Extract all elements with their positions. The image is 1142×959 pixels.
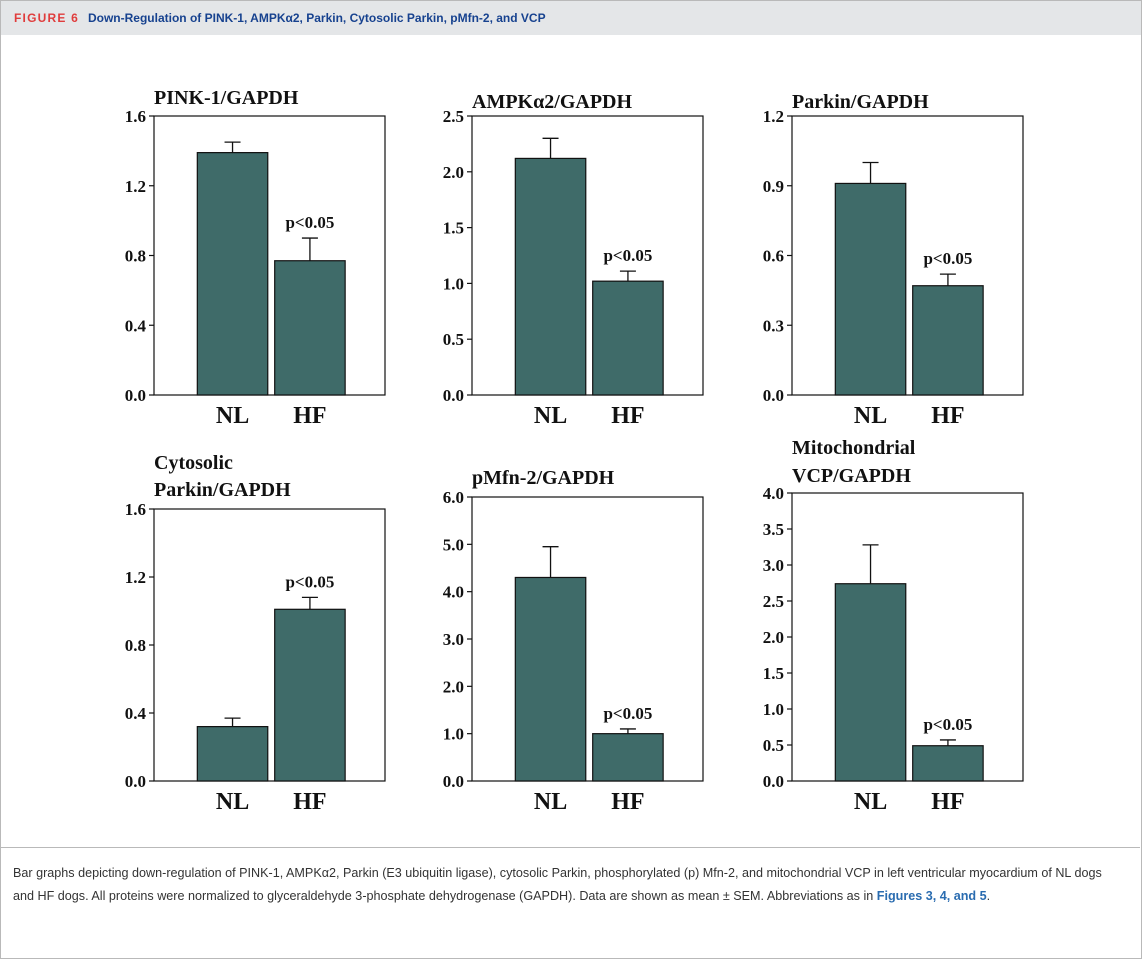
y-tick-label: 0.0: [443, 772, 464, 791]
y-tick-label: 0.5: [443, 330, 464, 349]
x-category-label: HF: [611, 403, 644, 429]
y-tick-label: 6.0: [443, 488, 464, 507]
significance-label: p<0.05: [285, 572, 334, 591]
x-category-label: NL: [534, 403, 567, 429]
significance-label: p<0.05: [285, 213, 334, 232]
x-category-label: NL: [216, 403, 249, 429]
figure-label: FIGURE 6: [14, 11, 79, 25]
caption-divider: [0, 847, 1140, 848]
bar-nl: [514, 576, 587, 782]
bar-hf: [912, 745, 984, 782]
y-tick-label: 0.0: [763, 386, 784, 405]
x-category-label: HF: [293, 403, 326, 429]
x-category-label: HF: [611, 789, 644, 815]
bar-nl: [196, 725, 269, 782]
y-tick-label: 3.5: [763, 520, 784, 539]
y-tick-label: 4.0: [763, 484, 784, 503]
chart-title: PINK-1/GAPDH: [154, 87, 299, 109]
bar-nl: [196, 152, 269, 396]
bar-hf: [274, 608, 346, 782]
y-tick-label: 1.5: [763, 664, 784, 683]
x-category-label: NL: [854, 403, 887, 429]
significance-label: p<0.05: [603, 704, 652, 723]
y-tick-label: 0.4: [125, 316, 147, 335]
y-tick-label: 1.2: [125, 568, 146, 587]
y-tick-label: 0.8: [125, 247, 146, 266]
y-tick-label: 1.6: [125, 107, 146, 126]
y-tick-label: 0.0: [443, 386, 464, 405]
y-tick-label: 0.3: [763, 316, 784, 335]
chart-title: Mitochondrial: [792, 437, 916, 459]
chart-title: AMPKα2/GAPDH: [472, 91, 632, 113]
significance-label: p<0.05: [923, 715, 972, 734]
y-tick-label: 0.8: [125, 636, 146, 655]
y-tick-label: 1.0: [763, 700, 784, 719]
chart-title: pMfn-2/GAPDH: [472, 467, 615, 489]
significance-label: p<0.05: [923, 249, 972, 268]
y-tick-label: 2.5: [763, 592, 784, 611]
y-tick-label: 1.0: [443, 725, 464, 744]
bar-hf: [592, 733, 664, 782]
chart-title: VCP/GAPDH: [792, 465, 911, 487]
x-category-label: NL: [216, 789, 249, 815]
chart-1-frame: [153, 115, 386, 396]
y-tick-label: 3.0: [763, 556, 784, 575]
chart-5-frame: [471, 496, 704, 782]
bar-nl: [514, 157, 587, 396]
bar-nl: [834, 182, 907, 396]
y-tick-label: 1.5: [443, 219, 464, 238]
y-tick-label: 0.0: [763, 772, 784, 791]
y-tick-label: 0.4: [125, 704, 147, 723]
y-tick-label: 0.5: [763, 736, 784, 755]
x-category-label: HF: [931, 789, 964, 815]
x-category-label: HF: [931, 403, 964, 429]
chart-4-frame: [153, 508, 386, 782]
figure-header: FIGURE 6 Down-Regulation of PINK-1, AMPK…: [1, 1, 1141, 35]
y-tick-label: 5.0: [443, 535, 464, 554]
caption-end: .: [986, 889, 991, 903]
y-tick-label: 2.0: [443, 163, 464, 182]
y-tick-label: 1.0: [443, 274, 464, 293]
y-tick-label: 2.5: [443, 107, 464, 126]
y-tick-label: 0.6: [763, 247, 784, 266]
y-tick-label: 4.0: [443, 583, 464, 602]
chart-6-frame: [791, 492, 1024, 782]
figure-caption: Bar graphs depicting down-regulation of …: [13, 862, 1123, 908]
chart-2-frame: [471, 115, 704, 396]
caption-text: Bar graphs depicting down-regulation of …: [13, 866, 1102, 903]
y-tick-label: 1.2: [125, 177, 146, 196]
y-tick-label: 0.0: [125, 772, 146, 791]
bar-hf: [912, 285, 984, 396]
y-tick-label: 1.2: [763, 107, 784, 126]
chart-title: Parkin/GAPDH: [154, 479, 291, 501]
x-category-label: NL: [854, 789, 887, 815]
chart-title: Parkin/GAPDH: [792, 91, 929, 113]
charts-area: 0.0 0.4 0.8 1.2 1.6 NL HF p<0.05 PINK-1/GAPDH 0.0…: [125, 87, 1024, 815]
bar-nl: [834, 583, 907, 782]
chart-3-frame: [791, 115, 1024, 396]
y-tick-label: 3.0: [443, 630, 464, 649]
y-tick-label: 0.9: [763, 177, 784, 196]
y-tick-label: 0.0: [125, 386, 146, 405]
x-category-label: HF: [293, 789, 326, 815]
x-category-label: NL: [534, 789, 567, 815]
y-tick-label: 2.0: [443, 677, 464, 696]
chart-title: Cytosolic: [154, 452, 233, 474]
bar-hf: [274, 260, 346, 396]
figure-reference-link[interactable]: Figures 3, 4, and 5: [876, 889, 987, 903]
figure-title: Down-Regulation of PINK-1, AMPKα2, Parki…: [87, 11, 546, 25]
y-tick-label: 1.6: [125, 500, 146, 519]
bar-hf: [592, 280, 664, 396]
significance-label: p<0.05: [603, 246, 652, 265]
y-tick-label: 2.0: [763, 628, 784, 647]
